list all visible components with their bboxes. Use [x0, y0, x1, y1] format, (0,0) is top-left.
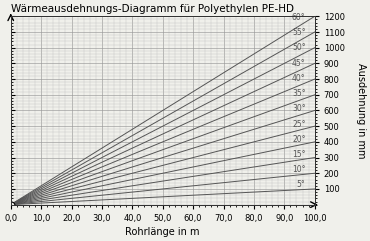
Text: 55°: 55° [292, 28, 306, 37]
Text: 25°: 25° [292, 120, 306, 128]
Text: 20°: 20° [292, 135, 306, 144]
Text: Wärmeausdehnungs-Diagramm für Polyethylen PE-HD: Wärmeausdehnungs-Diagramm für Polyethyle… [11, 4, 294, 14]
Text: 45°: 45° [292, 59, 306, 68]
Text: 35°: 35° [292, 89, 306, 98]
X-axis label: Rohrlänge in m: Rohrlänge in m [125, 227, 200, 237]
Text: 15°: 15° [292, 150, 306, 159]
Y-axis label: Ausdehnung in mm: Ausdehnung in mm [356, 63, 366, 158]
Text: 10°: 10° [292, 165, 306, 174]
Text: 40°: 40° [292, 74, 306, 83]
Text: 60°: 60° [292, 13, 306, 22]
Text: 5°: 5° [297, 181, 306, 189]
Text: 50°: 50° [292, 43, 306, 53]
Text: 30°: 30° [292, 104, 306, 113]
